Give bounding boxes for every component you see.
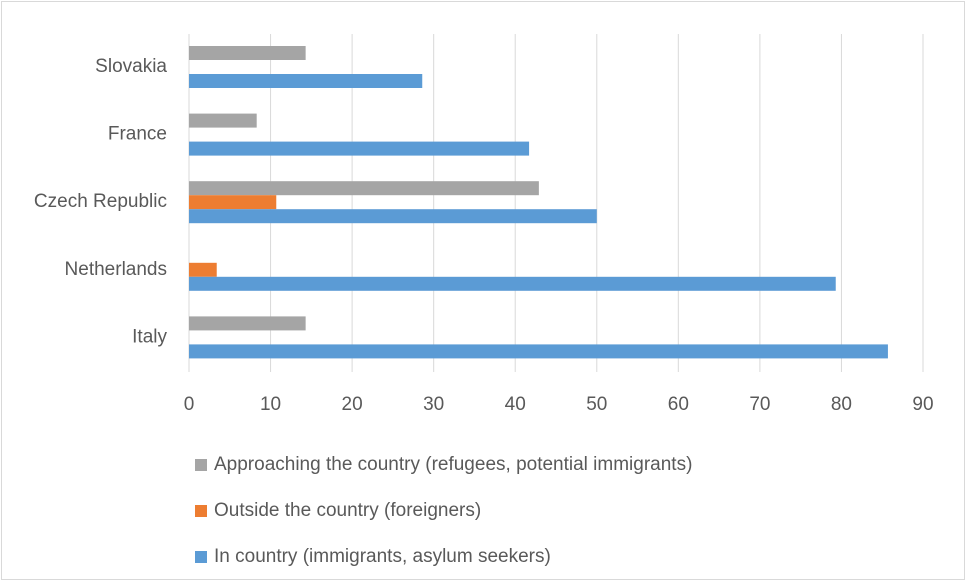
legend-item-approaching: Approaching the country (refugees, poten…	[195, 442, 692, 488]
category-label: France	[108, 124, 167, 145]
category-labels: Slovakia France Czech Republic Netherlands I…	[34, 56, 168, 347]
gridlines	[188, 34, 924, 372]
bar-netherlands-series-1	[189, 262, 217, 277]
bar-netherlands-series-2	[189, 276, 836, 291]
x-tick-labels: 0 10 20 30 40 50 60 70 80 90	[184, 394, 934, 415]
bar-czech-republic-series-2	[189, 209, 597, 224]
bar-slovakia-series-0	[189, 46, 306, 60]
bar-france-series-2	[189, 141, 530, 156]
x-tick-label: 90	[912, 394, 933, 415]
bar-france-series-0	[189, 113, 257, 128]
x-tick-label: 80	[831, 394, 852, 415]
legend-item-in-country: In country (immigrants, asylum seekers)	[195, 534, 692, 580]
x-tick-label: 20	[342, 394, 363, 415]
x-tick-label: 30	[423, 394, 444, 415]
x-tick-label: 60	[668, 394, 689, 415]
legend-swatch-in-country	[195, 551, 207, 563]
x-tick-label: 70	[749, 394, 770, 415]
bar-czech-republic-series-0	[189, 181, 539, 196]
bar-slovakia-series-2	[189, 74, 423, 88]
category-label: Slovakia	[95, 56, 167, 77]
legend-label-in-country: In country (immigrants, asylum seekers)	[214, 546, 551, 567]
bar-czech-republic-series-1	[189, 195, 277, 210]
category-label: Netherlands	[65, 259, 167, 280]
x-tick-label: 0	[184, 394, 195, 415]
bar-chart: Slovakia France Czech Republic Netherlands I…	[34, 34, 934, 415]
bars	[189, 46, 888, 359]
bar-italy-series-2	[189, 344, 888, 359]
category-label: Italy	[132, 326, 167, 347]
x-tick-label: 50	[586, 394, 607, 415]
x-tick-label: 10	[260, 394, 281, 415]
x-tick-label: 40	[505, 394, 526, 415]
category-label: Czech Republic	[34, 191, 167, 212]
legend-label-approaching: Approaching the country (refugees, poten…	[214, 454, 693, 475]
legend-swatch-outside	[195, 505, 207, 517]
legend-item-outside: Outside the country (foreigners)	[195, 488, 692, 534]
legend: Approaching the country (refugees, poten…	[195, 442, 692, 580]
legend-label-outside: Outside the country (foreigners)	[214, 500, 482, 521]
legend-swatch-approaching	[195, 459, 207, 471]
bar-italy-series-0	[189, 316, 306, 331]
